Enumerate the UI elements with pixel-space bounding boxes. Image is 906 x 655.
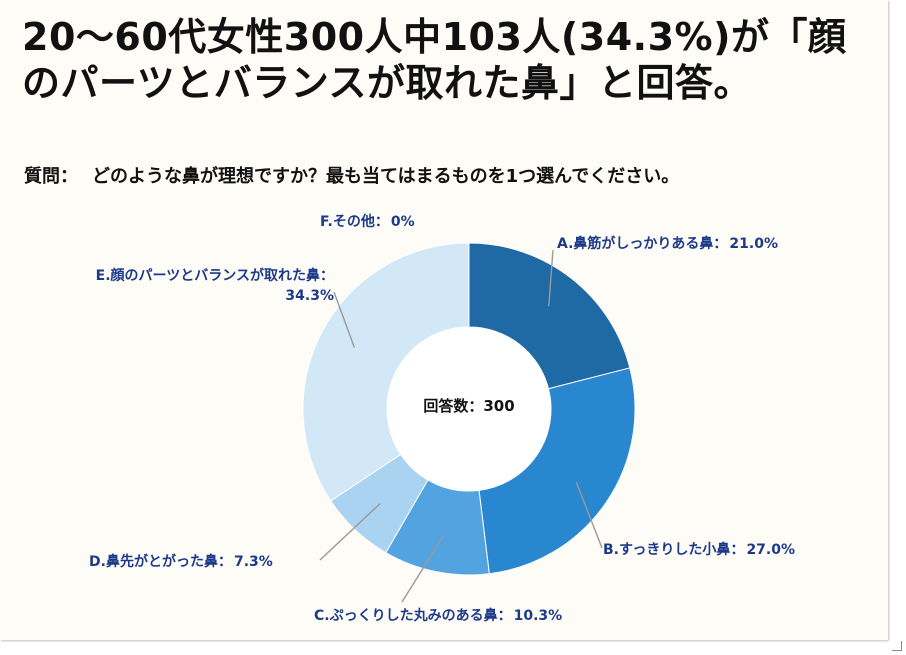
resize-corner-icon xyxy=(892,641,902,651)
label-f: F.その他： 0% xyxy=(320,214,415,230)
question: 質問： どのような鼻が理想ですか？最も当てはまるものを1つ選んでください。 xyxy=(24,164,884,190)
label-a-name: A.鼻筋がしっかりある鼻 xyxy=(557,236,714,252)
label-d: D.鼻先がとがった鼻： 7.3% xyxy=(89,554,273,570)
center-label: 回答数：300 xyxy=(423,397,515,415)
slide: 20～60代女性300人中103人(34.3%)が「顔のパーツとバランスが取れた… xyxy=(22,15,884,624)
donut-chart xyxy=(302,242,636,603)
label-d-name: D.鼻先がとがった鼻 xyxy=(89,554,218,570)
label-e-value: 34.3% xyxy=(285,288,334,304)
slice-a xyxy=(468,242,631,390)
label-f-value: 0% xyxy=(390,214,415,230)
question-text: どのような鼻が理想ですか？最も当てはまるものを1つ選んでください。 xyxy=(92,166,680,187)
label-c-name: C.ぷっくりした丸みのある鼻 xyxy=(314,608,498,624)
leader-line-c xyxy=(401,536,444,603)
leader-line-e xyxy=(333,291,356,348)
slice-b xyxy=(478,367,636,575)
label-e-name: E.顔のパーツとバランスが取れた鼻 xyxy=(95,268,320,284)
label-a: A.鼻筋がしっかりある鼻： 21.0% xyxy=(557,236,778,252)
leader-line-b xyxy=(575,482,603,549)
label-e: E.顔のパーツとバランスが取れた鼻： 34.3% xyxy=(95,268,334,304)
question-label: 質問： xyxy=(24,166,78,187)
leader-line-d xyxy=(319,503,381,561)
label-f-name: F.その他 xyxy=(320,214,375,230)
label-b: B.すっきりした小鼻： 27.0% xyxy=(603,542,796,558)
label-b-value: 27.0% xyxy=(746,542,796,558)
leader-line-a xyxy=(548,249,554,307)
donut-hole xyxy=(387,327,551,491)
slice-e xyxy=(302,242,470,502)
label-c-value: 10.3% xyxy=(513,608,563,624)
label-b-name: B.すっきりした小鼻 xyxy=(603,542,731,558)
headline: 20～60代女性300人中103人(34.3%)が「顔のパーツとバランスが取れた… xyxy=(22,15,847,105)
label-d-value: 7.3% xyxy=(233,554,273,570)
label-c: C.ぷっくりした丸みのある鼻： 10.3% xyxy=(314,608,563,624)
label-a-value: 21.0% xyxy=(729,236,778,252)
